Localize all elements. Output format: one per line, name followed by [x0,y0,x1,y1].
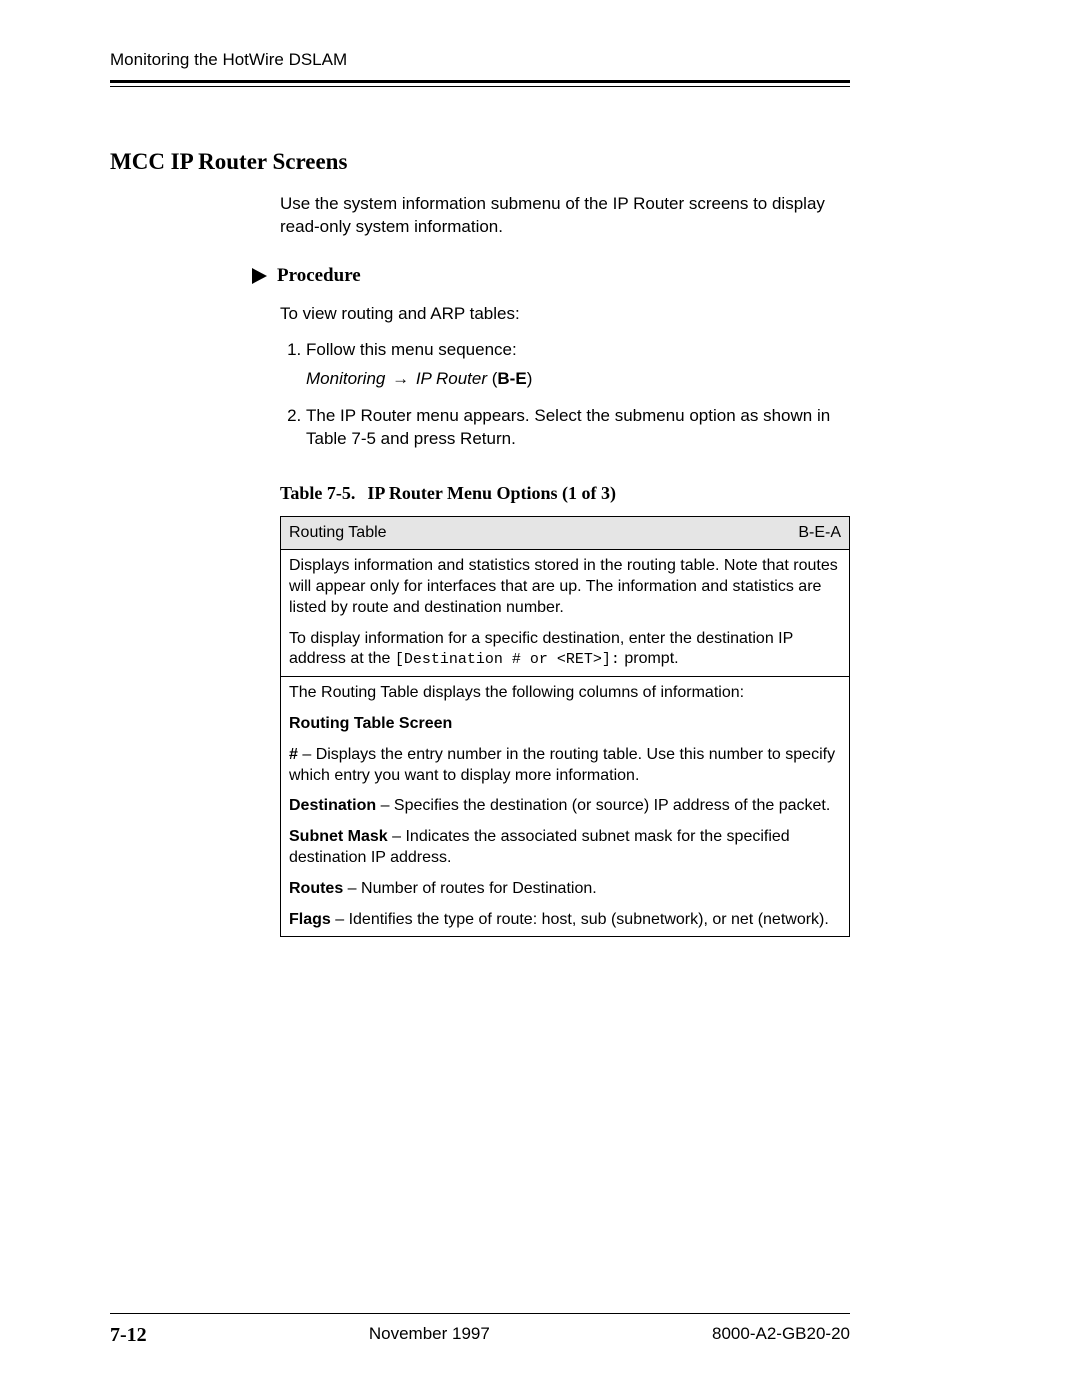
table-header-row: Routing Table B-E-A [281,516,850,550]
table-cell-description: Displays information and statistics stor… [281,550,850,677]
procedure-list: Follow this menu sequence: Monitoring → … [280,339,850,451]
table-row: Displays information and statistics stor… [281,550,850,677]
options-table: Routing Table B-E-A Displays information… [280,516,850,938]
procedure-heading: Procedure [252,263,850,289]
step2-text: The IP Router menu appears. Select the s… [306,406,830,448]
desc-para-1: Displays information and statistics stor… [289,556,841,618]
page-number: 7-12 [110,1324,147,1347]
table-header-cell: Routing Table B-E-A [281,516,850,550]
footer-date: November 1997 [369,1324,490,1347]
seq-arrow: → [390,369,411,388]
body-block: Use the system information submenu of th… [280,193,850,937]
row2-post: prompt. [620,650,679,667]
table-row: The Routing Table displays the following… [281,677,850,937]
col-routes-label: Routes [289,880,343,897]
seq-open: ( [487,369,497,388]
rule-thin [110,86,850,87]
row2-mono: [Destination # or <RET>]: [395,651,620,668]
procedure-step-2: The IP Router menu appears. Select the s… [306,405,850,451]
section-intro: Use the system information submenu of th… [280,193,850,239]
col-flags-label: Flags [289,911,331,928]
cols-subhead: Routing Table Screen [289,714,841,735]
table-caption-number: Table 7-5. [280,483,355,503]
table-caption: Table 7-5. IP Router Menu Options (1 of 3… [280,481,850,505]
procedure-step-1: Follow this menu sequence: Monitoring → … [306,339,850,391]
col-hash-text: – Displays the entry number in the routi… [289,746,835,784]
page-footer: 7-12 November 1997 8000-A2-GB20-20 [110,1313,850,1347]
col-routes-text: – Number of routes for Destination. [343,880,596,897]
footer-docnum: 8000-A2-GB20-20 [712,1324,850,1347]
col-dest-label: Destination [289,797,376,814]
cols-intro: The Routing Table displays the following… [289,683,841,704]
col-hash-label: # [289,746,298,763]
col-subnet-mask: Subnet Mask – Indicates the associated s… [289,827,841,869]
col-flags: Flags – Identifies the type of route: ho… [289,910,841,931]
step1-text: Follow this menu sequence: [306,340,517,359]
running-header: Monitoring the HotWire DSLAM [110,50,850,76]
footer-rule [110,1313,850,1314]
header-rules [110,80,850,87]
table-header-left: Routing Table [289,523,387,544]
footer-row: 7-12 November 1997 8000-A2-GB20-20 [110,1324,850,1347]
desc-para-2: To display information for a specific de… [289,629,841,671]
procedure-intro: To view routing and ARP tables: [280,303,850,326]
col-dest-text: – Specifies the destination (or source) … [376,797,830,814]
menu-sequence: Monitoring → IP Router (B-E) [306,368,850,391]
seq-close: ) [527,369,533,388]
document-page: Monitoring the HotWire DSLAM MCC IP Rout… [0,0,1080,1397]
table-caption-text: IP Router Menu Options (1 of 3) [367,483,616,503]
procedure-label: Procedure [277,263,361,289]
col-flags-text: – Identifies the type of route: host, su… [331,911,829,928]
col-hash: # – Displays the entry number in the rou… [289,745,841,787]
col-mask-label: Subnet Mask [289,828,388,845]
seq-part1: Monitoring [306,369,390,388]
seq-bold: B-E [497,369,526,388]
table-cell-columns: The Routing Table displays the following… [281,677,850,937]
col-destination: Destination – Specifies the destination … [289,796,841,817]
triangle-icon [252,268,267,284]
table-header-right: B-E-A [798,523,841,544]
section-title: MCC IP Router Screens [110,149,850,175]
seq-part2: IP Router [411,369,487,388]
col-routes: Routes – Number of routes for Destinatio… [289,879,841,900]
rule-thick [110,80,850,83]
